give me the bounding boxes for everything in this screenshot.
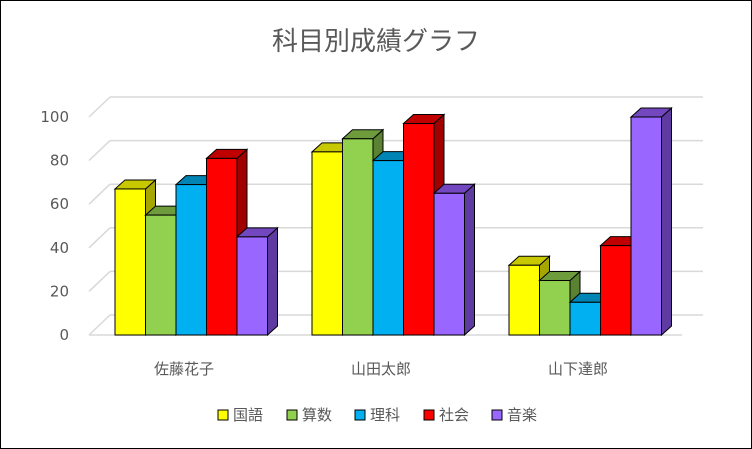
y-tick-label: 20 [50,282,69,300]
legend-swatch [491,409,503,421]
gridline-diagonal [88,270,111,292]
gridline-diagonal [88,96,111,118]
legend-item: 音楽 [491,406,537,424]
legend-label: 算数 [302,406,332,424]
legend-swatch [286,409,298,421]
bar-front [433,192,465,336]
x-axis-categories: 佐藤花子 山田太郎 山下達郎 [154,360,608,378]
legend-item: 社会 [423,406,469,424]
y-tick-label: 0 [59,326,69,344]
y-tick-label: 100 [40,108,69,126]
bar [538,270,582,337]
bar-front [403,123,435,336]
bar-side [464,183,475,337]
chart-title: 科目別成績グラフ [272,27,480,57]
bar-side [661,106,672,337]
gridline-diagonal [88,140,111,162]
legend-label: 理科 [370,406,400,424]
bar-front [372,160,404,336]
bar-front [311,151,343,336]
bar [432,183,476,337]
x-category-label: 山下達郎 [548,360,608,378]
legend-label: 音楽 [507,406,537,424]
bar-front [539,280,571,336]
gridline-diagonal [88,227,111,249]
bar-front [600,245,632,336]
bar-front [342,138,374,336]
y-tick-label: 60 [50,195,69,213]
legend-swatch [354,409,366,421]
legend-item: 算数 [286,406,332,424]
gridline-diagonal [88,314,111,336]
legend-item: 国語 [217,406,263,424]
legend-swatch [217,409,229,421]
bar-series [113,106,673,337]
bar-front [569,301,601,336]
bar-front [206,157,238,336]
y-axis-ticks: 0 20 40 60 80 100 [40,108,69,344]
bar-front [236,236,268,336]
legend-item: 理科 [354,406,400,424]
bar-front [114,188,146,336]
legend-label: 国語 [233,406,263,424]
y-tick-label: 80 [50,152,69,170]
bar [235,226,279,337]
x-category-label: 佐藤花子 [154,360,214,378]
bar-front [508,264,540,336]
bar-front [630,116,662,336]
y-tick-label: 40 [50,239,69,257]
bar [629,106,673,337]
x-category-label: 山田太郎 [351,360,411,378]
bar-front [175,184,207,336]
bar-front [145,214,177,336]
legend: 国語 算数 理科 社会 音楽 [217,406,537,424]
legend-swatch [423,409,435,421]
bar-side [267,226,278,337]
gridline-diagonal [88,183,111,205]
legend-label: 社会 [439,406,469,424]
